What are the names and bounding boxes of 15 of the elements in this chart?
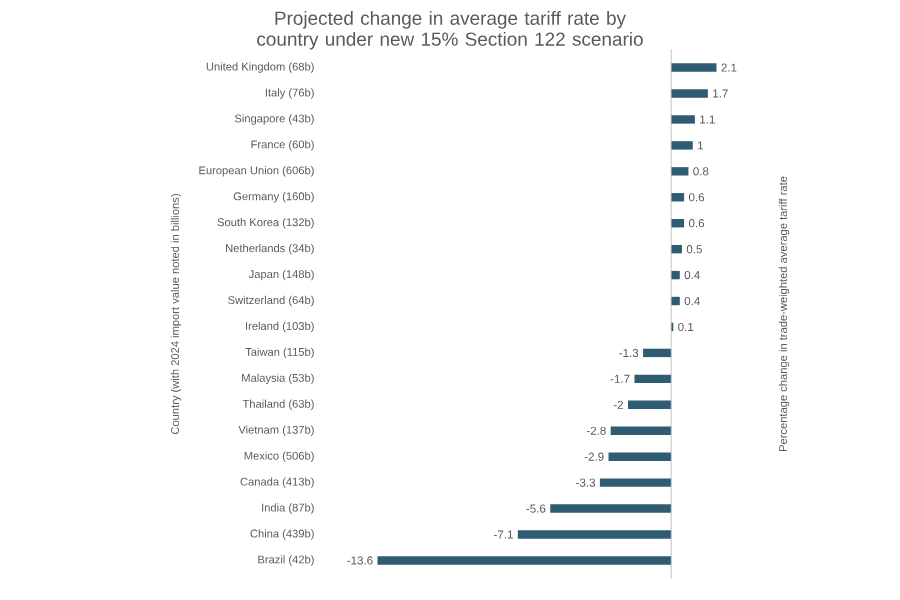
bar xyxy=(610,426,672,435)
bar xyxy=(627,400,672,409)
bar xyxy=(517,530,672,539)
bar xyxy=(671,141,693,150)
chart-title: Projected change in average tariff rate by country under new 15% Section 122 scenario xyxy=(257,11,643,50)
bar xyxy=(377,556,672,565)
bar xyxy=(671,89,708,98)
bar xyxy=(599,478,672,487)
bar xyxy=(550,504,672,513)
bar xyxy=(671,115,695,124)
bar xyxy=(643,348,672,358)
bar xyxy=(671,167,689,176)
bar xyxy=(634,374,672,384)
bar xyxy=(671,63,717,72)
bar xyxy=(608,452,672,461)
